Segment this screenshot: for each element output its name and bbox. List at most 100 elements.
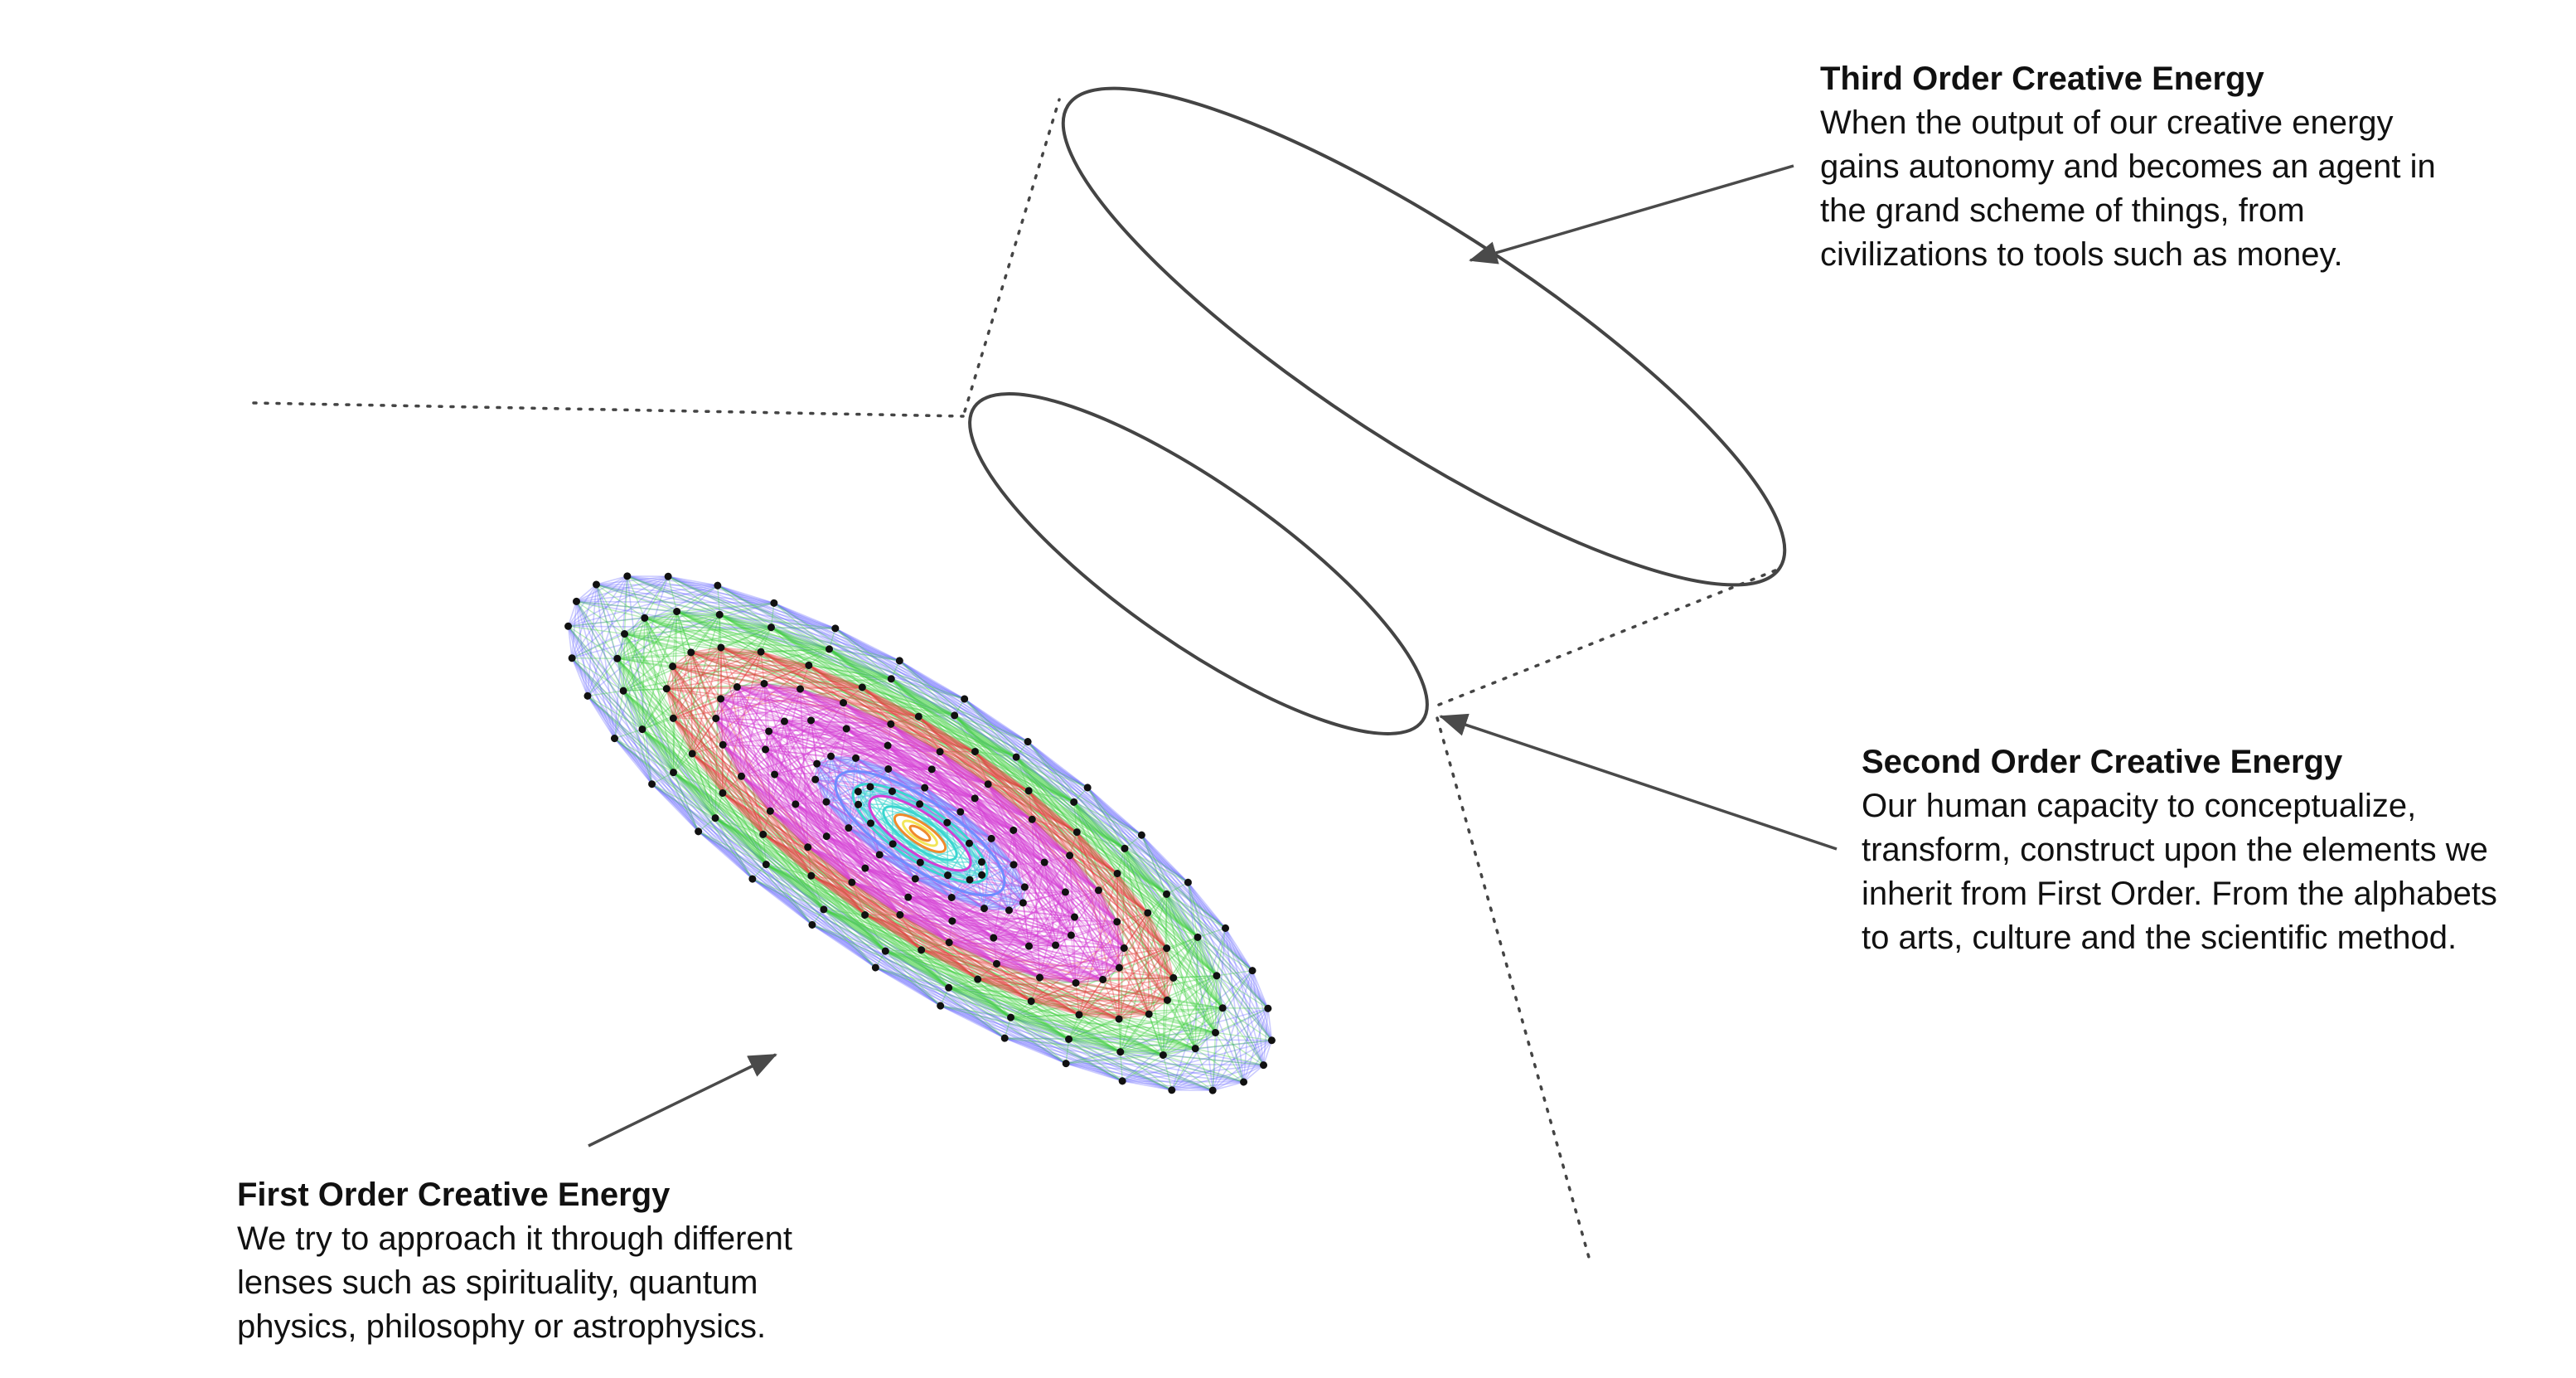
network-node <box>648 780 656 788</box>
network-edge <box>864 867 952 899</box>
network-edge <box>851 881 979 980</box>
second-order-ring <box>968 392 1429 735</box>
network-edge <box>624 633 691 653</box>
network-edge <box>826 836 901 915</box>
network-edge <box>644 617 1017 758</box>
network-edge <box>676 610 1075 803</box>
network-edge <box>651 784 813 926</box>
network-edge <box>1008 910 1030 947</box>
network-edge <box>720 647 801 690</box>
network-node <box>804 843 812 852</box>
network-edge <box>722 744 797 805</box>
network-edge <box>1076 832 1174 978</box>
network-edge <box>1076 832 1149 914</box>
network-node <box>825 645 833 653</box>
network-edge <box>1162 1055 1173 1090</box>
network-node <box>572 597 580 605</box>
network-edge <box>808 664 941 753</box>
network-edge <box>596 584 720 615</box>
network-edge <box>672 652 692 667</box>
network-edge <box>623 633 716 819</box>
network-edge <box>1073 801 1223 1009</box>
network-edge <box>811 875 950 988</box>
network-node <box>767 623 775 632</box>
network-edge <box>1073 890 1100 918</box>
network-edge <box>890 723 1029 792</box>
network-edge <box>666 664 809 690</box>
network-edge <box>690 652 801 690</box>
network-edge <box>617 657 767 866</box>
network-edge <box>1012 830 1073 936</box>
network-edge <box>1223 1007 1268 1009</box>
network-edge <box>974 798 1073 936</box>
network-edge <box>1069 855 1149 914</box>
network-edge <box>691 753 812 876</box>
network-edge <box>1024 861 1045 888</box>
network-edge <box>617 648 830 660</box>
network-edge <box>717 585 1088 788</box>
network-edge <box>851 881 1120 968</box>
network-edge <box>960 811 1045 863</box>
network-edge <box>722 744 1040 978</box>
network-edge <box>719 614 955 716</box>
network-edge <box>983 864 1014 910</box>
network-edge <box>1024 886 1066 893</box>
network-edge <box>1015 756 1077 833</box>
network-edge <box>763 833 853 883</box>
network-edge <box>622 611 678 691</box>
network-edge <box>1242 1008 1269 1083</box>
network-edge <box>988 784 1029 792</box>
network-node <box>738 772 746 780</box>
network-edge <box>1242 970 1253 1083</box>
network-edge <box>760 651 892 725</box>
network-edge <box>981 861 1024 904</box>
network-edge <box>576 600 625 635</box>
network-edge <box>1147 893 1168 914</box>
network-edge <box>890 678 1198 939</box>
network-node <box>712 715 720 723</box>
network-edge <box>769 810 950 944</box>
network-node <box>733 683 741 691</box>
network-edge <box>768 730 816 780</box>
network-edge <box>613 737 813 926</box>
network-edge <box>993 861 1045 939</box>
network-edge <box>771 626 1126 850</box>
first-order-caption: First Order Creative Energy We try to ap… <box>237 1172 900 1349</box>
network-edge <box>885 950 1196 1050</box>
network-edge <box>644 618 716 818</box>
core-ring <box>868 794 972 872</box>
network-edge <box>1120 975 1218 1053</box>
network-edge <box>672 771 886 952</box>
network-edge <box>890 716 919 725</box>
network-edge <box>722 792 979 980</box>
network-edge <box>861 687 892 725</box>
network-edge <box>1076 832 1198 938</box>
network-edge <box>1010 1017 1173 1091</box>
network-edge <box>1118 912 1149 1020</box>
network-edge <box>719 614 1017 758</box>
network-edge <box>829 648 1017 758</box>
network-edge <box>1024 886 1075 918</box>
network-edge <box>672 647 722 667</box>
network-edge <box>890 723 941 753</box>
network-nodes <box>564 572 1276 1094</box>
network-edge <box>1010 1017 1069 1041</box>
network-edge <box>1097 890 1125 949</box>
network-edge <box>691 753 809 848</box>
network-edge <box>715 717 785 722</box>
network-edge <box>898 660 1088 788</box>
network-edge <box>784 721 889 746</box>
network-edge <box>918 716 941 753</box>
network-edge <box>1102 978 1150 1015</box>
network-edge <box>774 728 847 775</box>
network-edge <box>1039 977 1150 1015</box>
network-edge <box>698 831 942 1007</box>
network-edge <box>1010 1017 1123 1082</box>
network-edge <box>921 949 997 965</box>
network-edge <box>719 614 762 653</box>
network-edge <box>939 751 989 785</box>
network-edge <box>993 938 998 964</box>
network-edge <box>769 810 809 848</box>
network-edge <box>914 878 1029 947</box>
network-edge <box>642 614 720 730</box>
